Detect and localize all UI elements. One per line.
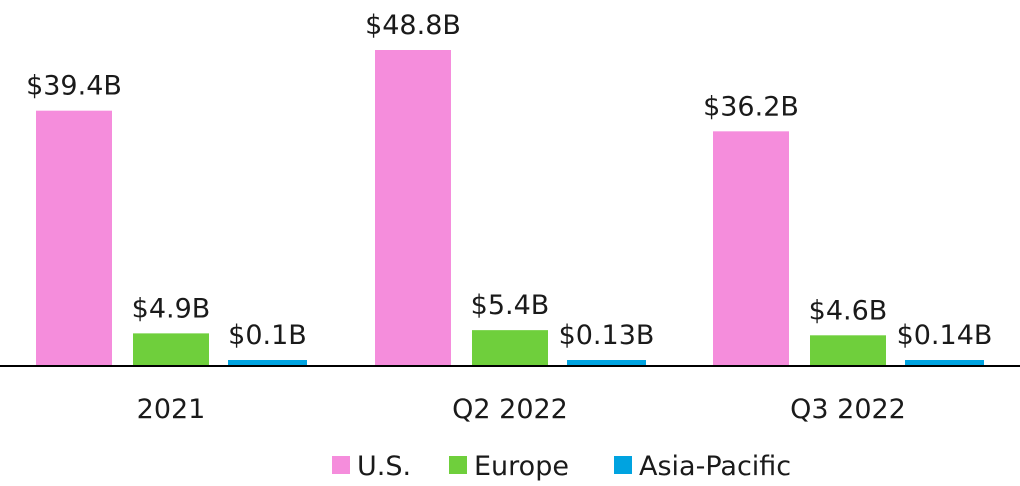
- x-tick-labels: 2021 Q2 2022 Q3 2022: [137, 394, 906, 425]
- bar-asia-pacific-q2-2022: [567, 360, 646, 365]
- value-label-u-s-q2-2022: $48.8B: [365, 10, 461, 41]
- bars-layer: [36, 50, 984, 365]
- value-label-europe-q2-2022: $5.4B: [471, 290, 550, 321]
- bar-europe-q3-2022: [810, 335, 886, 365]
- value-label-europe-q3-2022: $4.6B: [809, 295, 888, 326]
- bar-u-s-q2-2022: [375, 50, 451, 365]
- value-label-asia-pacific-q2-2022: $0.13B: [559, 320, 655, 351]
- legend-swatch-europe: [449, 456, 467, 474]
- bar-u-s-q3-2022: [713, 131, 789, 365]
- x-tick-2021: 2021: [137, 394, 206, 425]
- value-label-europe-2021: $4.9B: [132, 293, 211, 324]
- bar-u-s-2021: [36, 110, 112, 365]
- legend-label-asia-pacific: Asia-Pacific: [639, 451, 791, 482]
- legend: U.S. Europe Asia-Pacific: [332, 451, 791, 482]
- value-label-u-s-q3-2022: $36.2B: [703, 91, 799, 122]
- bar-asia-pacific-2021: [228, 360, 307, 365]
- bar-asia-pacific-q3-2022: [905, 360, 984, 365]
- bar-europe-q2-2022: [472, 330, 548, 365]
- legend-swatch-asia-pacific: [614, 456, 632, 474]
- legend-label-u-s: U.S.: [357, 451, 411, 482]
- x-tick-q3-2022: Q3 2022: [790, 394, 906, 425]
- value-labels-layer: $39.4B $4.9B $0.1B $48.8B $5.4B $0.13B $36.2B $…: [26, 10, 992, 351]
- value-label-asia-pacific-q3-2022: $0.14B: [897, 320, 993, 351]
- legend-label-europe: Europe: [474, 451, 569, 482]
- x-tick-q2-2022: Q2 2022: [452, 394, 568, 425]
- legend-swatch-u-s: [332, 456, 350, 474]
- bar-europe-2021: [133, 333, 209, 365]
- value-label-u-s-2021: $39.4B: [26, 71, 122, 102]
- value-label-asia-pacific-2021: $0.1B: [228, 320, 307, 351]
